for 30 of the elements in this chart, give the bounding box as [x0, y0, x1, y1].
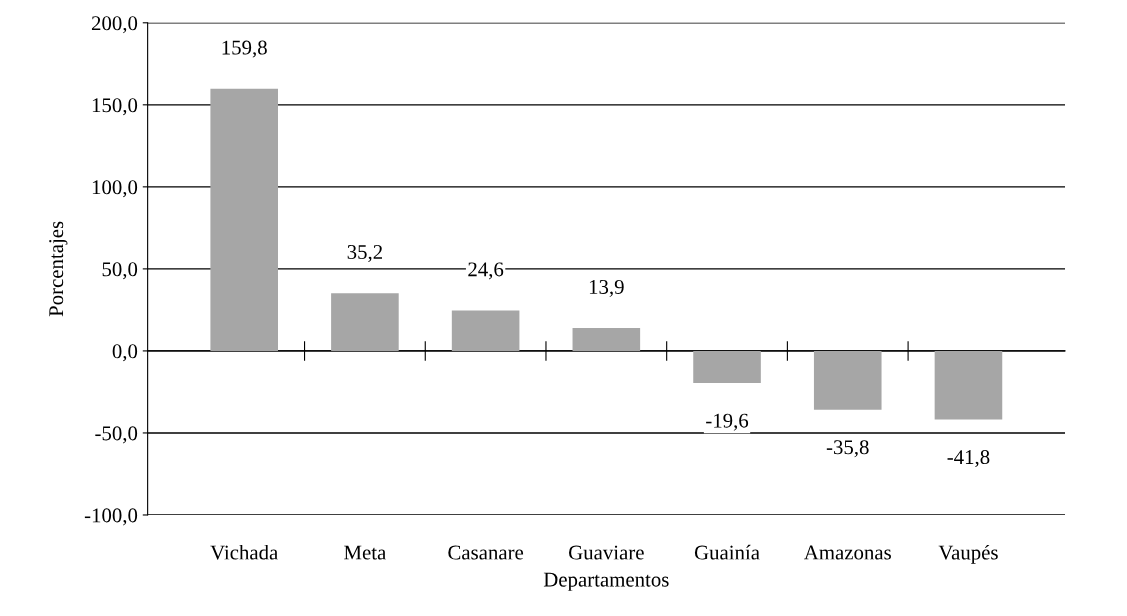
y-tick-label: 50,0 — [102, 262, 138, 280]
x-tick-label: Casanare — [448, 545, 524, 560]
x-tick-label: Meta — [344, 545, 387, 560]
y-tick-label: 200,0 — [91, 16, 138, 34]
data-label: 159,8 — [222, 40, 267, 58]
data-label: -19,6 — [706, 413, 749, 431]
bar — [934, 350, 1003, 420]
data-label: 35,2 — [347, 245, 382, 262]
y-tick-label: 0,0 — [112, 344, 138, 362]
x-tick-label: Guaviare — [569, 545, 644, 560]
x-tick-label: Vichada — [210, 544, 278, 560]
bar — [210, 88, 278, 351]
data-label: 24,6 — [468, 262, 504, 280]
bar — [813, 350, 882, 410]
bar — [572, 328, 641, 351]
y-tick-label: 150,0 — [92, 98, 138, 116]
bar — [451, 310, 520, 351]
y-axis-title: Porcentajes — [49, 221, 68, 317]
y-tick-label: -50,0 — [95, 426, 138, 444]
data-label: -41,8 — [947, 450, 990, 468]
bar — [331, 293, 399, 351]
x-tick-label: Vaupés — [938, 544, 998, 564]
bar — [693, 350, 761, 384]
x-tick-label: Amazonas — [803, 545, 891, 560]
x-axis-title: Departamentos — [543, 572, 669, 591]
y-tick-label: 100,0 — [92, 180, 138, 198]
data-label: 13,9 — [589, 279, 624, 297]
data-label: -35,8 — [826, 440, 869, 458]
y-tick-label: -100,0 — [84, 508, 138, 526]
x-tick-label: Guainía — [694, 544, 760, 560]
